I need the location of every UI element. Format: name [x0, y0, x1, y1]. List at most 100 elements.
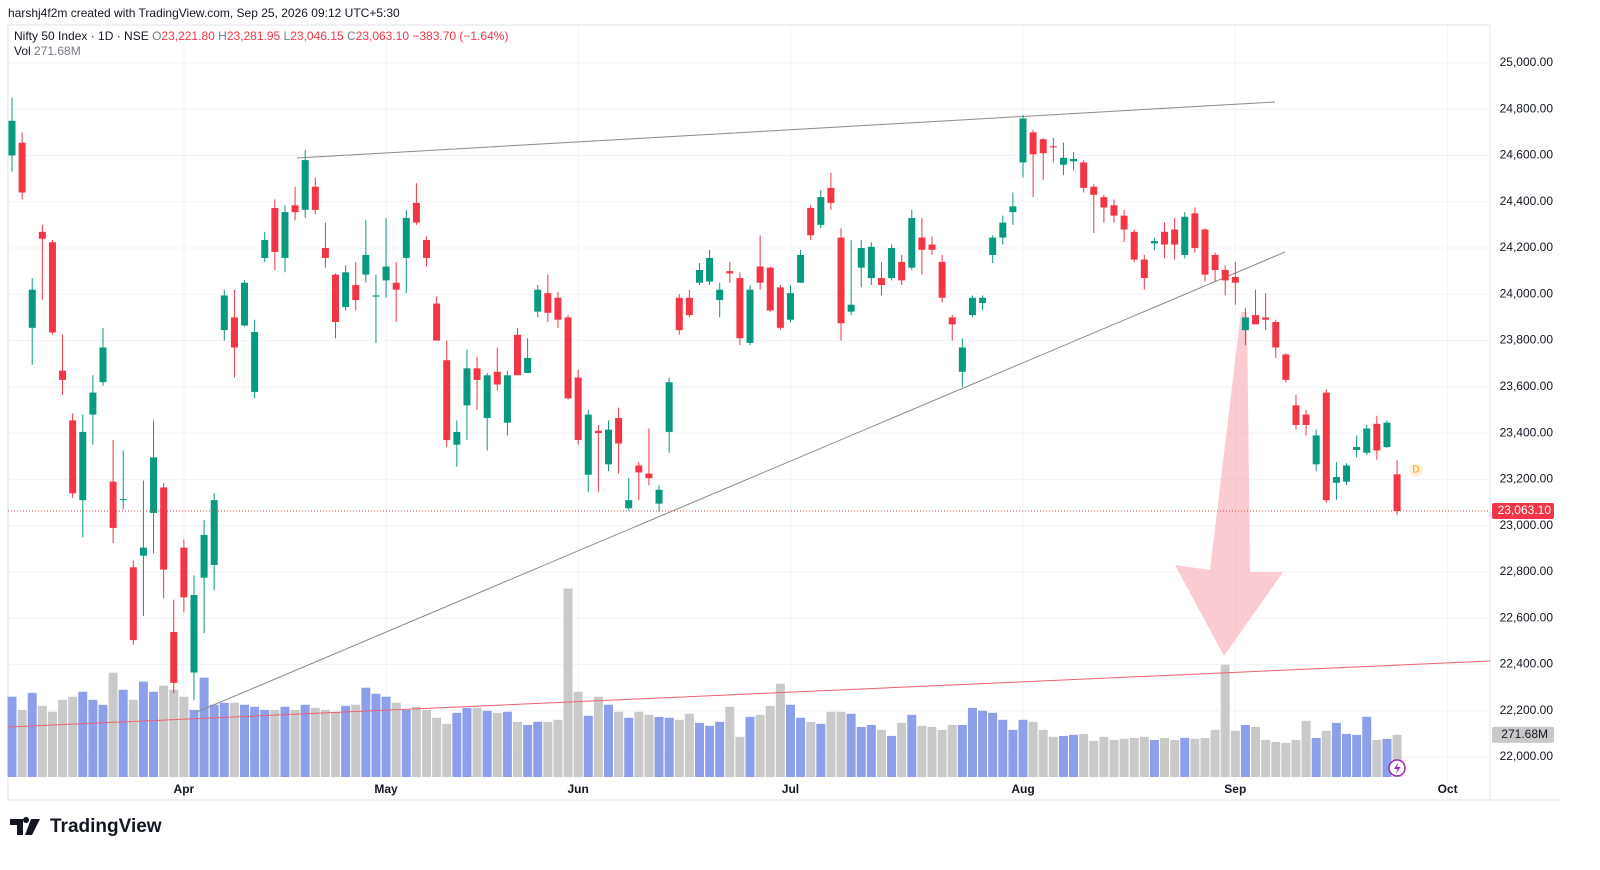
candle-body — [1009, 206, 1017, 213]
candle-body — [453, 431, 461, 445]
ohlc-value: 23,063.10 — [355, 29, 410, 43]
x-tick-label: Aug — [1011, 782, 1034, 796]
last-price-label: 23,063.10 — [1498, 503, 1552, 517]
volume-bar — [1149, 739, 1159, 777]
candle-body — [544, 293, 552, 313]
volume-bar — [887, 735, 897, 777]
x-tick-label: Jun — [567, 782, 588, 796]
volume-bar — [644, 714, 654, 777]
volume-bar — [58, 699, 68, 777]
volume-bar — [513, 721, 522, 777]
candle-body — [79, 431, 87, 501]
candle-body — [48, 242, 56, 333]
candle-body — [584, 414, 592, 475]
candle-body — [150, 457, 158, 513]
candle-body — [1070, 158, 1078, 162]
x-tick-label: Sep — [1224, 782, 1246, 796]
volume-bar — [1139, 736, 1149, 777]
candle-body — [1181, 216, 1189, 255]
volume-bar — [785, 704, 795, 777]
candle-body — [1353, 446, 1361, 450]
candle-body — [28, 289, 36, 328]
volume-bar — [1089, 740, 1099, 777]
volume-bar — [331, 711, 341, 777]
candle-body — [1241, 317, 1249, 331]
y-tick-label: 23,400.00 — [1500, 425, 1554, 439]
candle-body — [888, 248, 896, 279]
candle-body — [332, 274, 340, 323]
x-tick-label: May — [374, 782, 398, 796]
volume-bar — [1038, 729, 1048, 777]
candle-body — [847, 304, 855, 312]
y-tick-label: 22,800.00 — [1500, 564, 1554, 578]
volume-bar — [27, 692, 37, 777]
volume-bar — [634, 711, 644, 777]
candle-body — [139, 547, 147, 556]
volume-bar — [1018, 719, 1028, 777]
candle-body — [1130, 231, 1138, 260]
candle-body — [1201, 229, 1209, 275]
volume-bar — [7, 696, 17, 777]
volume-bar — [341, 705, 351, 777]
candle-body — [1211, 254, 1219, 270]
lightning-icon[interactable] — [1388, 759, 1406, 777]
volume-bar — [1230, 730, 1240, 777]
y-tick-label: 24,000.00 — [1500, 286, 1554, 300]
y-tick-label: 22,000.00 — [1500, 749, 1554, 763]
candle-body — [948, 317, 956, 325]
candle-body — [1302, 414, 1310, 425]
volume-bar — [78, 691, 88, 777]
volume-bar — [988, 712, 998, 777]
candle-body — [291, 205, 299, 213]
y-tick-label: 24,800.00 — [1500, 101, 1554, 115]
last-price-box — [1492, 503, 1554, 520]
volume-bar — [189, 709, 199, 777]
candle-body — [503, 375, 511, 423]
x-tick-label: Jul — [782, 782, 799, 796]
volume-bar — [523, 724, 533, 777]
volume-bar — [1008, 729, 1018, 777]
volume-bar — [169, 689, 179, 777]
volume-bar — [381, 696, 391, 777]
volume-bar — [270, 709, 280, 777]
logo[interactable]: TradingView — [10, 816, 162, 838]
volume-bar — [1048, 736, 1058, 777]
candle-body — [382, 266, 390, 281]
candle-body — [807, 207, 815, 236]
y-tick-label: 23,800.00 — [1500, 333, 1554, 347]
candle-body — [1161, 231, 1169, 245]
candle-body — [1100, 197, 1108, 208]
candle-body — [706, 257, 714, 282]
candle-body — [554, 297, 562, 320]
symbol: Nifty 50 Index · 1D · NSE — [14, 29, 149, 43]
volume-bar — [876, 729, 886, 777]
volume-bar — [917, 725, 927, 777]
candle-body — [170, 632, 178, 683]
volume-bar — [543, 721, 553, 777]
volume-bar — [1129, 737, 1139, 777]
candle-body — [746, 289, 754, 343]
candle-body — [1221, 269, 1229, 281]
ohlc-label: C — [346, 29, 356, 43]
candle-body — [38, 231, 46, 239]
logo-mark — [10, 817, 40, 835]
volume-bar — [351, 704, 361, 777]
volume-bar — [472, 707, 482, 777]
volume-bar — [927, 726, 937, 777]
ohlc: O23,221.80 H23,281.95 L23,046.15 C23,063… — [152, 29, 412, 43]
candle-body — [8, 120, 16, 156]
volume-bar — [957, 724, 967, 777]
ohlc-label: O — [152, 29, 162, 43]
volume-bar — [806, 721, 816, 777]
volume-bar — [654, 716, 664, 777]
candle-body — [1383, 422, 1391, 447]
candle-body — [160, 487, 168, 570]
volume-bar — [694, 722, 704, 777]
candle-body — [210, 500, 218, 565]
volume-bar — [492, 712, 502, 777]
drawings — [7, 101, 1491, 728]
candle-body — [1272, 322, 1280, 348]
candle-body — [372, 295, 380, 297]
candle-body — [89, 392, 97, 415]
